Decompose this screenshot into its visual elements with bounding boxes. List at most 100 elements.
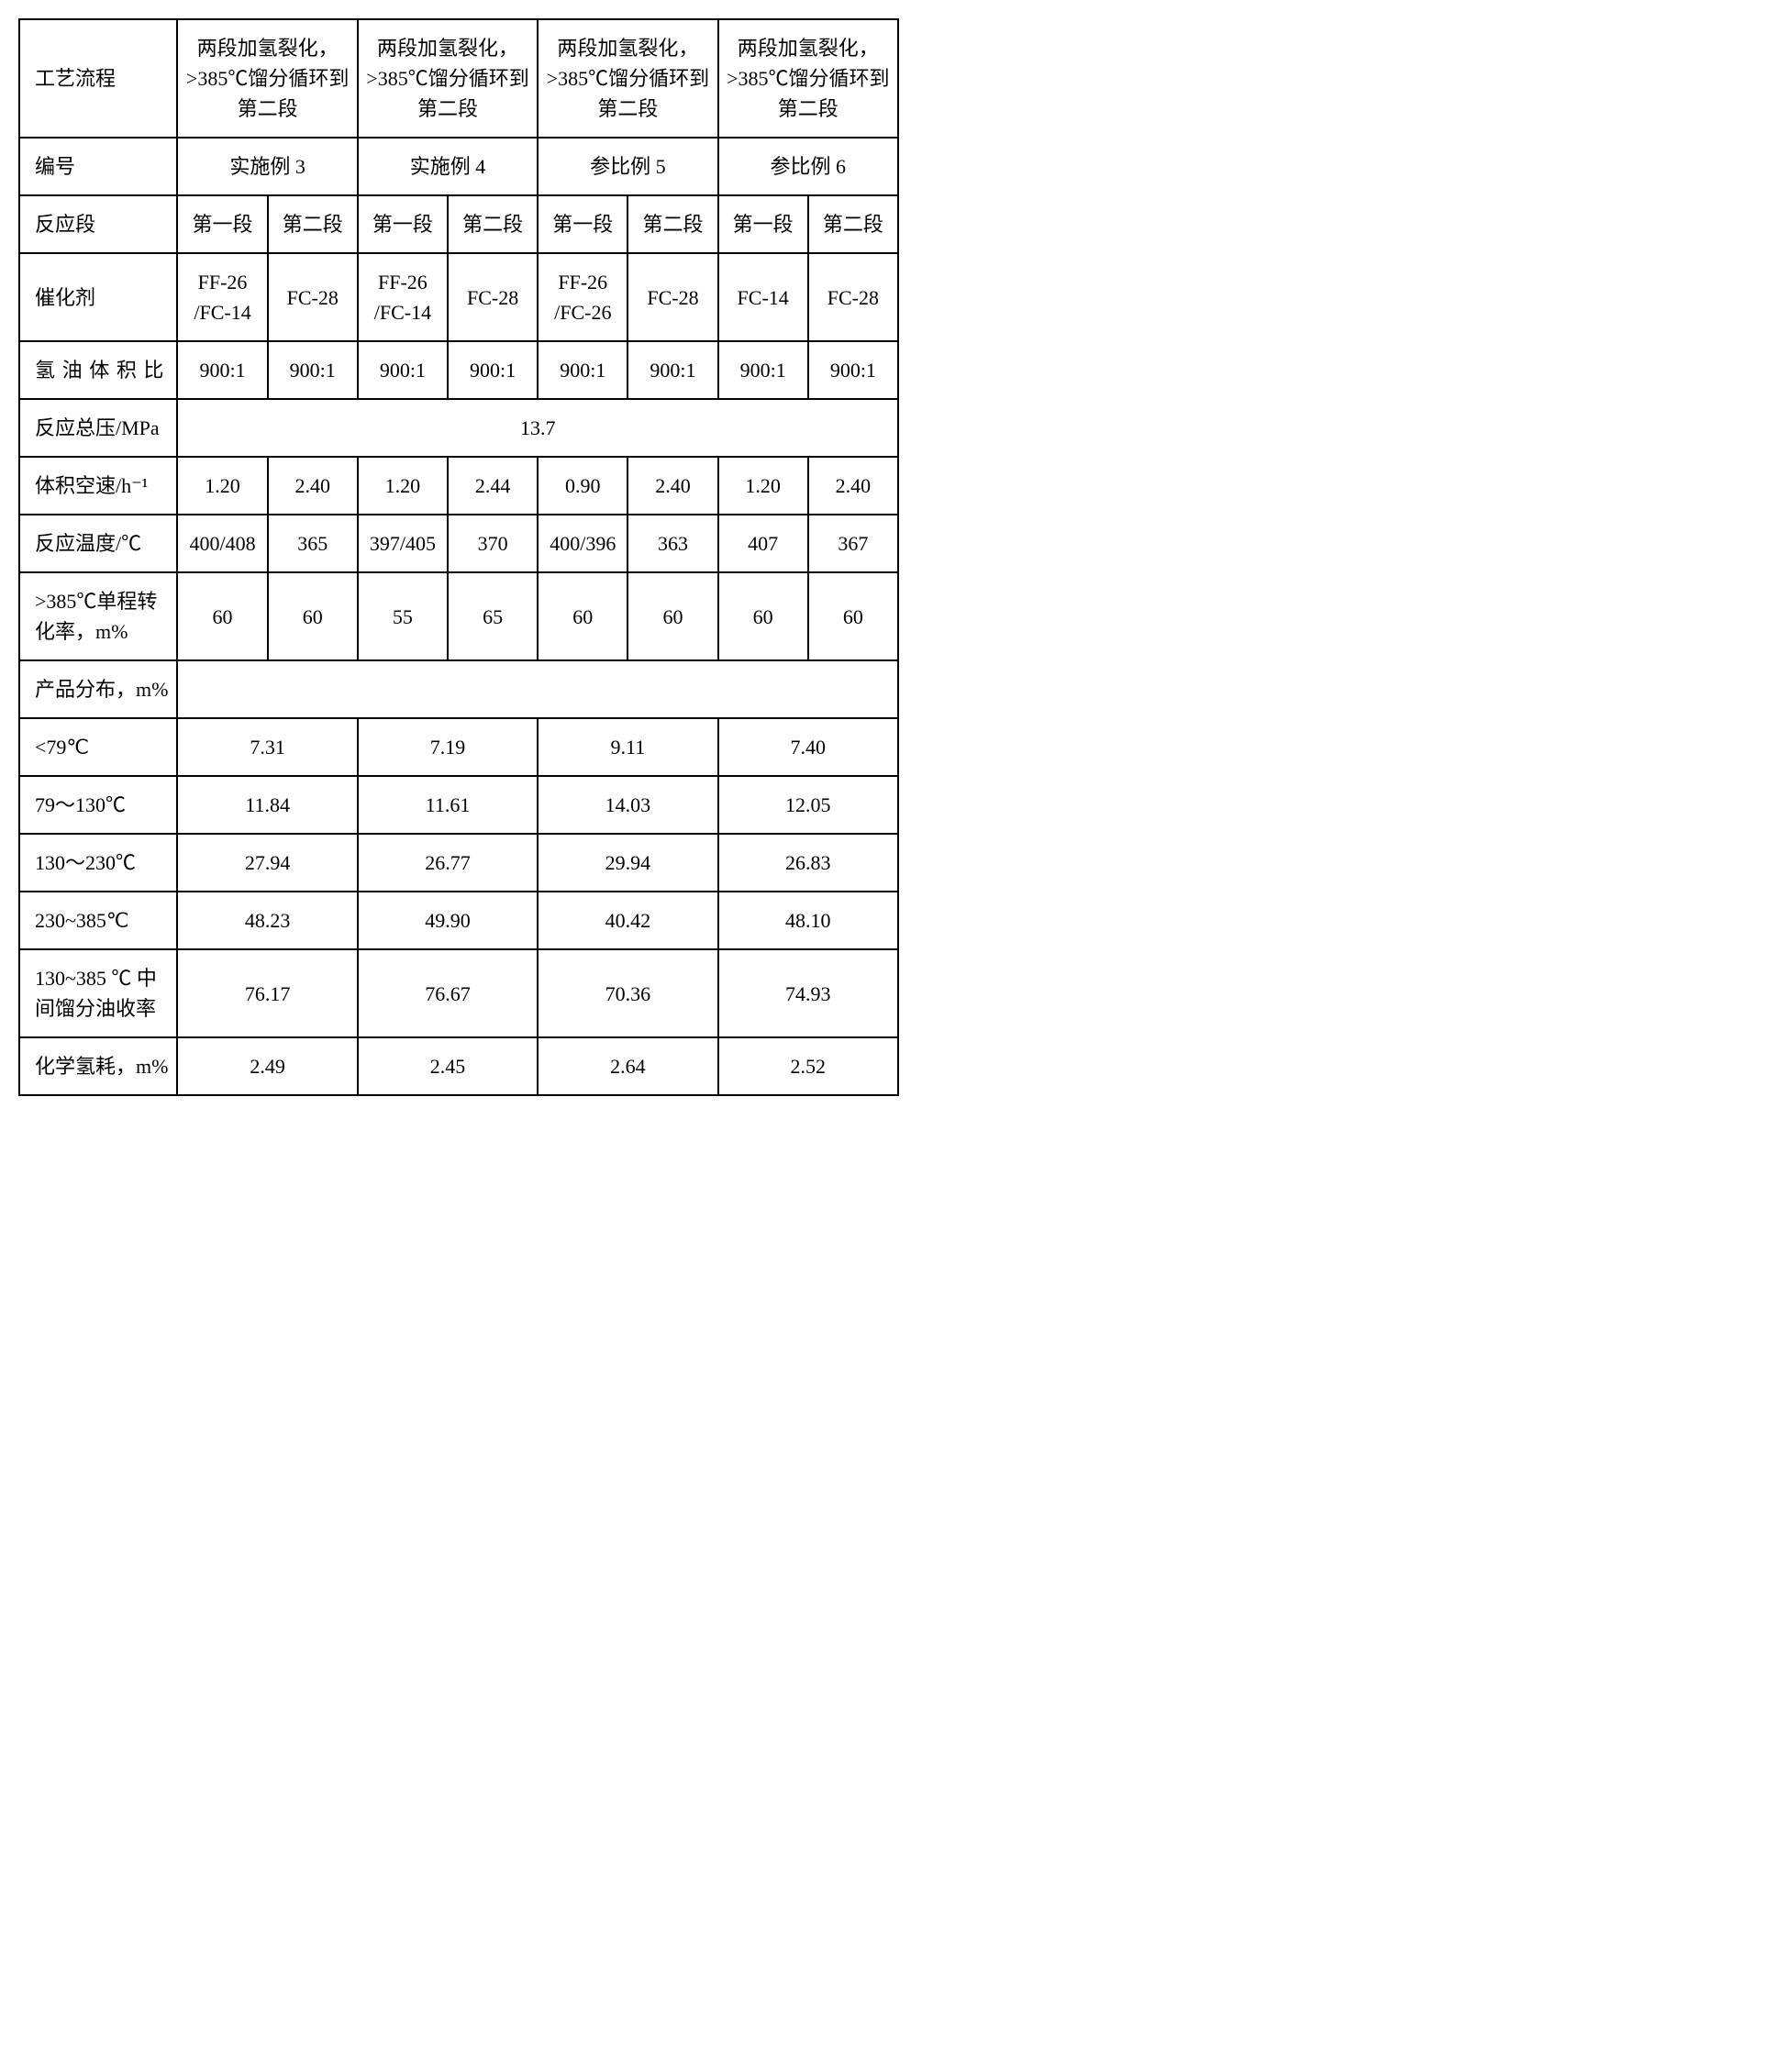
cell: 367: [808, 515, 898, 572]
cell: 900:1: [718, 341, 808, 399]
row-label-stage: 反应段: [19, 195, 177, 253]
table-row: 130～230℃ 27.94 26.77 29.94 26.83: [19, 834, 898, 892]
cell: 2.44: [448, 457, 538, 515]
cell: 900:1: [268, 341, 358, 399]
cell: [177, 660, 898, 718]
cell: 14.03: [538, 776, 717, 834]
cell: FC-28: [808, 253, 898, 341]
row-label-catalyst: 催化剂: [19, 253, 177, 341]
cell: 2.52: [718, 1037, 898, 1095]
stage-header: 第二段: [268, 195, 358, 253]
row-label-process: 工艺流程: [19, 19, 177, 138]
cell: 365: [268, 515, 358, 572]
table-row: 反应段 第一段 第二段 第一段 第二段 第一段 第二段 第一段 第二段: [19, 195, 898, 253]
stage-header: 第一段: [358, 195, 448, 253]
table-row: 体积空速/h⁻¹ 1.20 2.40 1.20 2.44 0.90 2.40 1…: [19, 457, 898, 515]
cell: 900:1: [628, 341, 717, 399]
row-label-temp: 反应温度/℃: [19, 515, 177, 572]
row-label-number: 编号: [19, 138, 177, 195]
cell: 55: [358, 572, 448, 660]
table-row: 79～130℃ 11.84 11.61 14.03 12.05: [19, 776, 898, 834]
cell: 65: [448, 572, 538, 660]
cell: 60: [628, 572, 717, 660]
row-label-dist: <79℃: [19, 718, 177, 776]
row-label-prod-dist: 产品分布，m%: [19, 660, 177, 718]
cell: 900:1: [177, 341, 267, 399]
cell: 70.36: [538, 949, 717, 1037]
stage-header: 第二段: [448, 195, 538, 253]
stage-header: 第二段: [628, 195, 717, 253]
table-row: 氢油体积比 900:1 900:1 900:1 900:1 900:1 900:…: [19, 341, 898, 399]
cell: 2.45: [358, 1037, 538, 1095]
cell: 7.19: [358, 718, 538, 776]
cell: 11.84: [177, 776, 357, 834]
example-id: 实施例 4: [358, 138, 538, 195]
table-row: 130~385 ℃ 中间馏分油收率 76.17 76.67 70.36 74.9…: [19, 949, 898, 1037]
cell: 2.40: [808, 457, 898, 515]
cell: 900:1: [448, 341, 538, 399]
cell: 2.49: [177, 1037, 357, 1095]
process-desc: 两段加氢裂化，>385℃馏分循环到第二段: [718, 19, 898, 138]
cell: 407: [718, 515, 808, 572]
process-desc: 两段加氢裂化，>385℃馏分循环到第二段: [538, 19, 717, 138]
table-row: >385℃单程转化率，m% 60 60 55 65 60 60 60 60: [19, 572, 898, 660]
cell: 2.40: [268, 457, 358, 515]
cell: 370: [448, 515, 538, 572]
table-row: 反应温度/℃ 400/408 365 397/405 370 400/396 3…: [19, 515, 898, 572]
cell: 60: [268, 572, 358, 660]
table-row: 230~385℃ 48.23 49.90 40.42 48.10: [19, 892, 898, 949]
cell: 400/396: [538, 515, 628, 572]
row-label-h2cons: 化学氢耗，m%: [19, 1037, 177, 1095]
example-id: 实施例 3: [177, 138, 357, 195]
example-id: 参比例 6: [718, 138, 898, 195]
cell: 60: [808, 572, 898, 660]
row-label-h2oil: 氢油体积比: [19, 341, 177, 399]
cell: 13.7: [177, 399, 898, 457]
process-desc: 两段加氢裂化，>385℃馏分循环到第二段: [177, 19, 357, 138]
cell: 900:1: [538, 341, 628, 399]
cell: FC-28: [268, 253, 358, 341]
cell: 60: [177, 572, 267, 660]
stage-header: 第一段: [177, 195, 267, 253]
table-row: 反应总压/MPa 13.7: [19, 399, 898, 457]
row-label-dist: 230~385℃: [19, 892, 177, 949]
stage-header: 第一段: [718, 195, 808, 253]
cell: 40.42: [538, 892, 717, 949]
row-label-dist: 130～230℃: [19, 834, 177, 892]
cell: 76.67: [358, 949, 538, 1037]
cell: FC-14: [718, 253, 808, 341]
cell: 48.10: [718, 892, 898, 949]
cell: FC-28: [448, 253, 538, 341]
table-row: 编号 实施例 3 实施例 4 参比例 5 参比例 6: [19, 138, 898, 195]
cell: FF-26 /FC-14: [177, 253, 267, 341]
table-row: 化学氢耗，m% 2.49 2.45 2.64 2.52: [19, 1037, 898, 1095]
cell: 60: [718, 572, 808, 660]
cell: 27.94: [177, 834, 357, 892]
cell: 74.93: [718, 949, 898, 1037]
cell: FC-28: [628, 253, 717, 341]
cell: 7.40: [718, 718, 898, 776]
cell: 2.40: [628, 457, 717, 515]
cell: 26.77: [358, 834, 538, 892]
example-id: 参比例 5: [538, 138, 717, 195]
row-label-sv: 体积空速/h⁻¹: [19, 457, 177, 515]
table-row: <79℃ 7.31 7.19 9.11 7.40: [19, 718, 898, 776]
row-label-pressure: 反应总压/MPa: [19, 399, 177, 457]
cell: 1.20: [358, 457, 448, 515]
cell: 900:1: [358, 341, 448, 399]
cell: 7.31: [177, 718, 357, 776]
cell: 2.64: [538, 1037, 717, 1095]
cell: 26.83: [718, 834, 898, 892]
cell: 900:1: [808, 341, 898, 399]
cell: 60: [538, 572, 628, 660]
cell: 12.05: [718, 776, 898, 834]
cell: 49.90: [358, 892, 538, 949]
row-label-dist: 130~385 ℃ 中间馏分油收率: [19, 949, 177, 1037]
row-label-conv: >385℃单程转化率，m%: [19, 572, 177, 660]
cell: 363: [628, 515, 717, 572]
cell: 76.17: [177, 949, 357, 1037]
table-row: 催化剂 FF-26 /FC-14 FC-28 FF-26 /FC-14 FC-2…: [19, 253, 898, 341]
stage-header: 第一段: [538, 195, 628, 253]
cell: 29.94: [538, 834, 717, 892]
cell: 9.11: [538, 718, 717, 776]
